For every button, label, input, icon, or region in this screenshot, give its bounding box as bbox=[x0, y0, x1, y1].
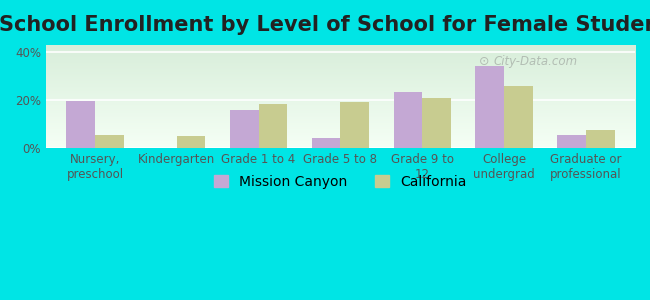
Title: School Enrollment by Level of School for Female Students: School Enrollment by Level of School for… bbox=[0, 15, 650, 35]
Bar bbox=[504, 85, 533, 148]
Bar bbox=[177, 136, 205, 148]
Bar bbox=[422, 98, 451, 148]
Bar bbox=[586, 130, 614, 148]
Bar bbox=[95, 135, 124, 148]
Text: City-Data.com: City-Data.com bbox=[493, 55, 578, 68]
Bar bbox=[230, 110, 259, 148]
Bar bbox=[341, 102, 369, 148]
Bar bbox=[66, 101, 95, 148]
Bar bbox=[312, 138, 341, 148]
Bar bbox=[557, 135, 586, 148]
Bar bbox=[259, 103, 287, 148]
Text: ⊙: ⊙ bbox=[479, 55, 489, 68]
Bar bbox=[475, 66, 504, 148]
Bar bbox=[394, 92, 422, 148]
Legend: Mission Canyon, California: Mission Canyon, California bbox=[209, 169, 472, 194]
